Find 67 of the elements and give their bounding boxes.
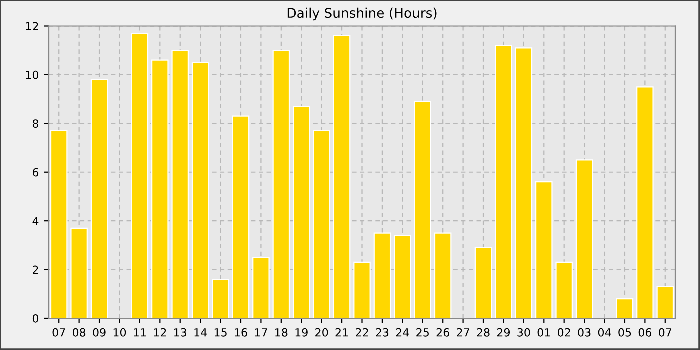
x-tick-label: 27 bbox=[457, 328, 470, 337]
bar bbox=[414, 101, 432, 318]
x-tick-label: 11 bbox=[134, 328, 146, 337]
x-tick-label: 13 bbox=[174, 328, 187, 337]
y-tick-label: 8 bbox=[32, 120, 39, 128]
x-tick-label: 16 bbox=[235, 328, 248, 337]
x-tick-label: 07 bbox=[659, 328, 672, 337]
bar bbox=[172, 50, 189, 318]
x-tick-label: 08 bbox=[72, 328, 86, 337]
bar bbox=[232, 116, 250, 318]
bar bbox=[354, 262, 371, 318]
x-tick-label: 28 bbox=[477, 328, 490, 337]
bar bbox=[212, 278, 230, 318]
bar bbox=[313, 130, 330, 318]
bar bbox=[374, 232, 392, 318]
x-tick-label: 06 bbox=[638, 328, 652, 337]
y-tick-label: 6 bbox=[32, 168, 39, 177]
bar bbox=[656, 286, 674, 318]
bar bbox=[515, 48, 533, 318]
bar bbox=[272, 50, 290, 318]
y-tick-label: 10 bbox=[26, 70, 39, 80]
x-tick-label: 09 bbox=[93, 328, 106, 337]
chart-title: Daily Sunshine (Hours) bbox=[288, 8, 437, 21]
bar bbox=[152, 60, 169, 318]
x-tick-label: 15 bbox=[214, 328, 227, 337]
bar bbox=[434, 232, 452, 318]
y-tick-label: 4 bbox=[32, 217, 39, 226]
bar bbox=[536, 182, 553, 318]
x-tick-label: 17 bbox=[255, 328, 268, 337]
bar bbox=[556, 262, 573, 318]
x-tick-label: 29 bbox=[497, 328, 510, 337]
bar bbox=[131, 33, 149, 318]
x-tick-label: 10 bbox=[114, 328, 126, 337]
x-tick-label: 07 bbox=[52, 328, 66, 337]
x-tick-label: 12 bbox=[154, 328, 166, 337]
x-tick-label: 30 bbox=[518, 328, 530, 337]
x-tick-label: 24 bbox=[396, 328, 410, 337]
bar bbox=[394, 235, 412, 318]
bar bbox=[495, 45, 512, 318]
x-tick-label: 01 bbox=[538, 328, 550, 337]
bar bbox=[474, 247, 492, 318]
x-tick-label: 25 bbox=[416, 328, 429, 337]
x-tick-label: 19 bbox=[296, 328, 308, 337]
bar bbox=[252, 257, 270, 318]
bar bbox=[636, 86, 654, 318]
bar bbox=[70, 228, 88, 318]
bar bbox=[50, 130, 68, 318]
x-tick-label: 03 bbox=[578, 328, 591, 337]
x-tick-label: 22 bbox=[356, 328, 368, 337]
x-tick-label: 20 bbox=[316, 328, 328, 337]
bar bbox=[333, 35, 351, 318]
x-tick-label: 14 bbox=[194, 328, 208, 337]
y-tick-label: 0 bbox=[32, 314, 39, 323]
x-tick-label: 26 bbox=[436, 328, 450, 337]
y-tick-label: 12 bbox=[26, 22, 38, 30]
bar bbox=[292, 106, 310, 318]
bar bbox=[90, 79, 108, 318]
bar bbox=[192, 62, 210, 318]
x-tick-label: 18 bbox=[276, 328, 288, 337]
x-tick-label: 04 bbox=[598, 328, 612, 337]
bar bbox=[576, 160, 594, 318]
bar bbox=[616, 298, 634, 318]
x-tick-label: 05 bbox=[618, 328, 632, 337]
x-tick-label: 21 bbox=[336, 328, 348, 337]
x-tick-label: 02 bbox=[558, 328, 570, 337]
x-tick-label: 23 bbox=[376, 328, 389, 337]
y-tick-label: 2 bbox=[33, 266, 38, 274]
